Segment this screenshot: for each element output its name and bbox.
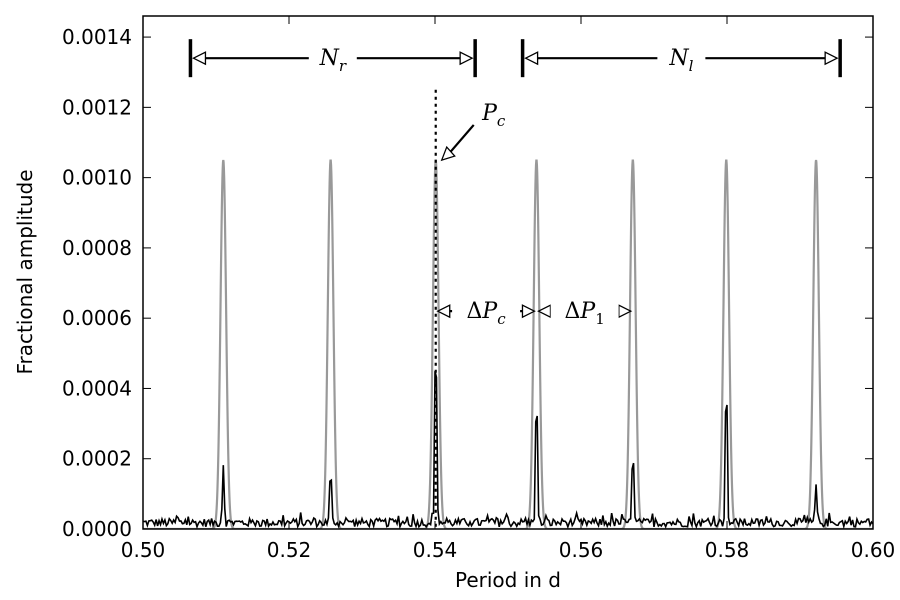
series-model-envelope [143,159,873,529]
x-axis-title: Period in d [455,568,561,592]
y-tick-label: 0.0010 [62,166,132,190]
series-layer [143,159,873,529]
label-backdrop [657,42,706,73]
x-tick-label: 0.50 [121,538,166,562]
arrow-head [537,304,552,319]
label-backdrop [550,295,619,326]
plot-frame [142,15,874,530]
delta-pc-span-label: ΔPc [467,299,507,328]
pc-pointer-line [446,124,475,156]
y-tick-label: 0.0006 [62,306,132,330]
arrow-head [459,51,474,66]
delta-p1-span: ΔP1 [537,295,633,328]
x-tick-label: 0.56 [559,538,604,562]
y-tick-label: 0.0012 [62,95,132,119]
nr-span-label: Nr [319,46,347,75]
y-tick-label: 0.0014 [62,25,132,49]
x-tick-label: 0.60 [851,538,896,562]
arrow-head [824,51,839,66]
annotation-layer: Nr Nl Pc ΔPc ΔP1 [188,39,842,529]
nl-span: Nl [520,39,842,78]
arrow-head [521,304,536,319]
y-tick-label: 0.0002 [62,447,132,471]
arrow-head [618,304,633,319]
pc-marker: Pc [434,89,506,529]
delta-p1-span-label: ΔP1 [565,299,605,328]
label-backdrop [452,295,521,326]
series-observed-spectrum [143,370,873,529]
y-tick-label: 0.0000 [62,517,132,541]
arrow-head [440,145,456,162]
y-tick-label: 0.0008 [62,236,132,260]
arrow-head [436,304,451,319]
x-tick-label: 0.54 [413,538,458,562]
label-backdrop [308,42,357,73]
arrow-head [191,51,207,66]
y-tick-label: 0.0004 [62,376,132,400]
pc-label: Pc [481,101,506,130]
delta-pc-span: ΔPc [436,295,536,328]
nr-span: Nr [188,39,477,78]
nl-span-label: Nl [668,46,693,75]
x-tick-label: 0.52 [267,538,312,562]
y-axis-title: Fractional amplitude [13,169,37,374]
arrow-head [524,51,539,66]
plot-area: 0.50 0.52 0.54 0.56 0.58 0.60 0.0000 0.0002 0.00… [62,15,895,562]
x-tick-label: 0.58 [705,538,750,562]
ticks-layer: 0.50 0.52 0.54 0.56 0.58 0.60 0.0000 0.0002 0.00… [62,16,895,562]
